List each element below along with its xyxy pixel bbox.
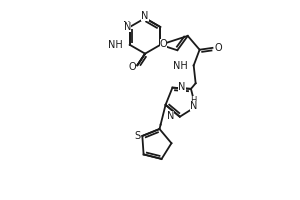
Text: N: N (123, 21, 130, 31)
Text: N: N (124, 22, 131, 32)
Text: O: O (160, 39, 167, 49)
Text: N: N (190, 101, 197, 111)
Text: S: S (134, 131, 140, 141)
Text: NH: NH (173, 61, 188, 71)
Text: N: N (141, 11, 149, 21)
Text: N: N (178, 82, 186, 92)
Text: O: O (214, 43, 222, 53)
Text: N: N (167, 111, 174, 121)
Text: O: O (128, 62, 136, 72)
Text: H: H (190, 96, 197, 105)
Text: NH: NH (108, 40, 123, 50)
